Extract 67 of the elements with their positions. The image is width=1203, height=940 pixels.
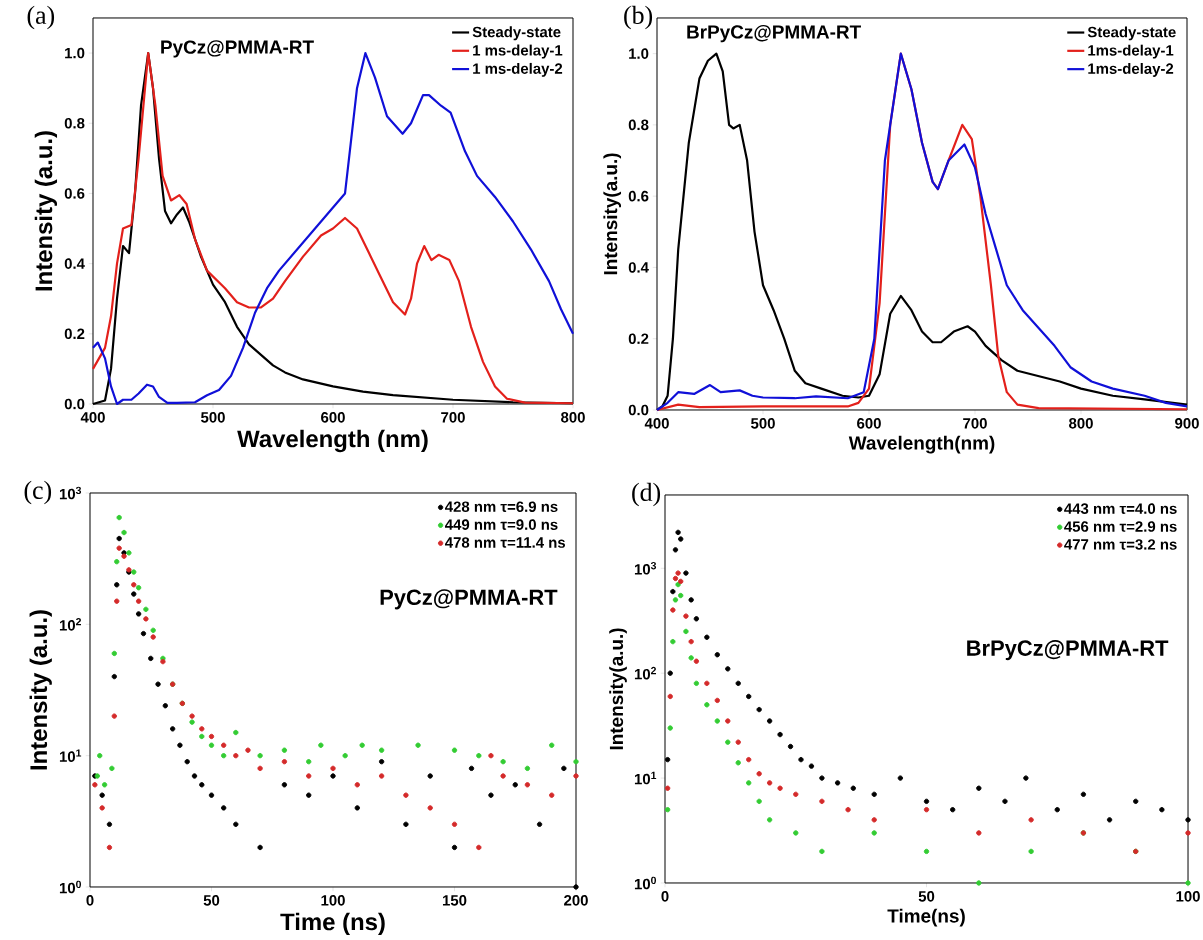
x-tick-label: 600: [321, 412, 345, 423]
x-tick-label: 200: [564, 895, 588, 906]
x-tick-label: 700: [963, 418, 987, 429]
y-tick-label: 0.6: [64, 188, 85, 199]
legend-label: 477 nm τ=3.2 ns: [1064, 539, 1177, 550]
legend-label: 443 nm τ=4.0 ns: [1064, 503, 1177, 514]
annotation: BrPyCz@PMMA-RT: [967, 640, 1169, 661]
y-tick-label: 0.4: [628, 262, 649, 273]
legend-label: Steady-state: [472, 26, 561, 41]
x-tick-label: 100: [321, 895, 345, 906]
y-tick-label: 10$^{3}$: [634, 561, 657, 575]
y-tick-label: 0.2: [628, 333, 649, 344]
legend-label: Steady-state: [1087, 26, 1176, 41]
text: (b): [624, 5, 653, 30]
y-tick-label: 0.8: [64, 117, 85, 129]
x-tick-label: 800: [561, 412, 585, 423]
x-tick-label: 150: [442, 895, 467, 906]
y-tick-label: 0.6: [628, 190, 649, 202]
legend-label: 1ms-delay-2: [1088, 62, 1174, 77]
text: (a): [27, 5, 55, 30]
x-tick-label: 0: [86, 895, 94, 906]
legend-label: 456 nm τ=2.9 ns: [1064, 521, 1177, 532]
text: (d): [632, 482, 661, 507]
y-tick-label: 0.2: [64, 328, 85, 340]
x-tick-label: 500: [201, 412, 225, 423]
y-tick-label: 10$^{3}$: [59, 486, 82, 500]
x-tick-label: 700: [441, 412, 465, 423]
text: (c): [24, 480, 52, 505]
x-axis-title: Wavelength (nm): [237, 429, 428, 453]
annotation: PyCz@PMMA-RT: [161, 40, 314, 58]
x-tick-label: 100: [1176, 891, 1200, 902]
y-tick-label: 1.0: [629, 48, 649, 59]
x-axis-title: Wavelength(nm): [848, 435, 995, 454]
legend-label: 478 nm τ=11.4 ns: [444, 537, 566, 548]
y-tick-label: 0.4: [64, 258, 85, 269]
annotation: BrPyCz@PMMA-RT: [687, 24, 861, 43]
x-tick-label: 400: [80, 412, 105, 423]
x-axis-title: Time(ns): [887, 908, 965, 927]
x-tick-label: 900: [1175, 418, 1199, 429]
y-tick-label: 0.0: [64, 398, 85, 410]
y-tick-label: 1.0: [65, 47, 85, 59]
y-axis-title: Intensity(a.u.): [603, 153, 622, 275]
x-axis-title: Time (ns): [280, 912, 385, 936]
legend-label: 1ms-delay-1: [1088, 44, 1174, 59]
legend-label: 1 ms-delay-2: [473, 62, 563, 77]
y-axis-title: Intensity (a.u.): [29, 610, 52, 770]
legend-label: 428 nm τ=6.9 ns: [444, 501, 558, 512]
legend-label: 1 ms-delay-1: [473, 44, 563, 59]
y-tick-label: 10$^{2}$: [634, 666, 657, 680]
x-tick-label: 50: [918, 891, 935, 902]
x-tick-label: 500: [751, 418, 775, 429]
x-tick-label: 0: [661, 891, 669, 902]
y-tick-label: 0.8: [628, 119, 649, 131]
y-tick-label: 10$^{2}$: [59, 618, 82, 631]
y-tick-label: 0.0: [628, 404, 649, 416]
x-tick-label: 800: [1069, 418, 1093, 429]
legend-label: 449 nm τ=9.0 ns: [444, 519, 558, 530]
y-tick-label: 10$^{1}$: [634, 771, 657, 785]
y-tick-label: 10$^{0}$: [634, 876, 657, 890]
y-tick-label: 10$^{1}$: [59, 749, 82, 762]
y-axis-title: Intensity (a.u.): [34, 131, 58, 291]
x-tick-label: 50: [203, 895, 220, 906]
annotation: PyCz@PMMA-RT: [380, 589, 558, 610]
y-tick-label: 10$^{0}$: [59, 880, 82, 894]
x-tick-label: 400: [644, 418, 669, 429]
x-tick-label: 600: [857, 418, 881, 429]
y-axis-title: Intensity(a.u.): [609, 628, 627, 750]
